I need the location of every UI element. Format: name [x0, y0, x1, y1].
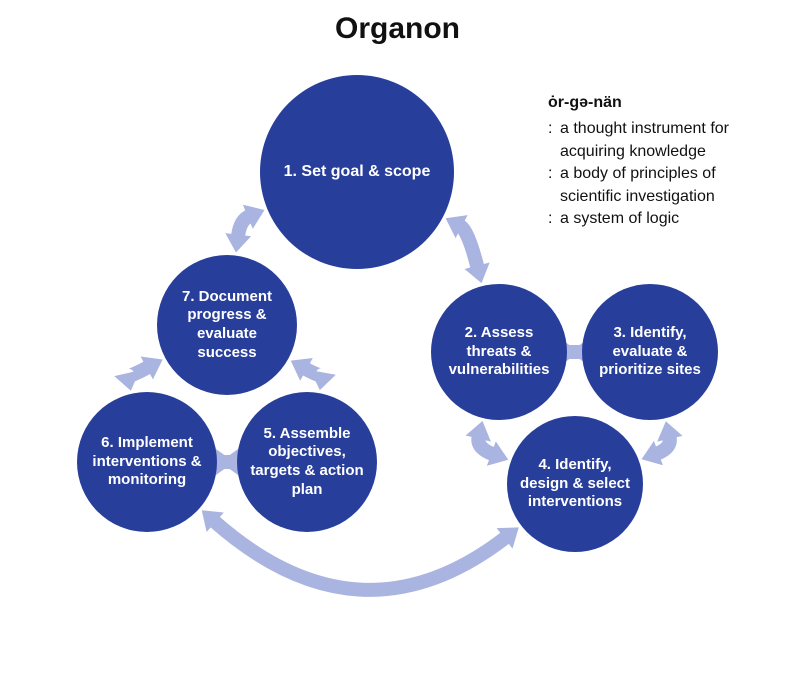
node-n4: 4. Identify, design & select interventio… — [507, 416, 643, 552]
definition-text: a body of principles of scientific inves… — [560, 163, 768, 208]
node-n2: 2. Assess threats & vulnerabilities — [431, 284, 567, 420]
node-n6: 6. Implement interventions & monitoring — [77, 392, 217, 532]
definition-entry: :a body of principles of scientific inve… — [548, 163, 768, 208]
definition-entry: :a system of logic — [548, 208, 768, 230]
page-title: Organon — [0, 12, 795, 46]
definition-entry: :a thought instrument for acquiring know… — [548, 118, 768, 163]
pronunciation: ȯr-gə-nän — [548, 92, 768, 114]
node-n7: 7. Document progress & evaluate success — [157, 255, 297, 395]
node-n1: 1. Set goal & scope — [260, 75, 454, 269]
node-n3: 3. Identify, evaluate & prioritize sites — [582, 284, 718, 420]
definition-text: a system of logic — [560, 208, 679, 230]
definition-text: a thought instrument for acquiring knowl… — [560, 118, 768, 163]
definition-box: ȯr-gə-nän :a thought instrument for acqu… — [548, 92, 768, 230]
node-n5: 5. Assemble objectives, targets & action… — [237, 392, 377, 532]
